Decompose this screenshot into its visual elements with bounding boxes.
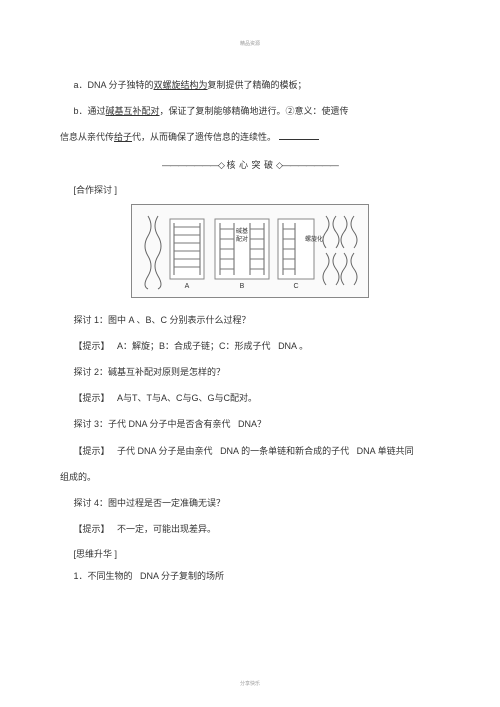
discuss-3-text: 探讨 3：子代 DNA 分子中是否含有亲代 [74,419,231,429]
hint-3-text: 子代 DNA 分子是由亲代 [117,446,213,456]
para-b-u1: 碱基互补配对 [106,106,160,116]
para-b-prefix: b．通过 [74,106,106,116]
diagram-label-c: C [293,283,298,290]
discuss-3-suffix: DNA？ [238,419,266,429]
paragraph-a: a．DNA 分子独特的双螺旋结构为复制提供了精确的模板； [60,77,440,93]
point-1-prefix: 1．不同生物的 [74,571,133,581]
header-mark: 精品资源 [60,40,440,47]
section-title: ———————◇ 核 心 突 破 ◇——————— [60,158,440,171]
discuss-2: 探讨 2：碱基互补配对原则是怎样的？ [60,364,440,380]
diamond-left: ———————◇ [162,160,224,170]
coop-label: [合作探讨 ] [60,183,440,196]
blank-line [279,139,319,140]
point-1-mid: DNA 分子复制的场所 [140,571,224,581]
diagram-label-pair: 碱基 [236,227,248,235]
dna-diagram-svg: A 碱基 配对 [140,211,360,291]
hint-1-suffix: DNA 。 [278,341,308,351]
hint-3-prefix: 【提示】 [74,446,110,456]
hint-4-prefix: 【提示】 [74,524,110,534]
hint-2-prefix: 【提示】 [74,393,110,403]
hint-1: 【提示】 A：解旋；B：合成子链；C：形成子代 DNA 。 [60,338,440,354]
para-a-underline: 双螺旋结构为 [154,80,208,90]
para-a-prefix: a．DNA 分子独特的 [74,80,154,90]
discuss-1: 探讨 1：图中 A 、B、C 分别表示什么过程？ [60,312,440,328]
para-a-suffix: 复制提供了精确的模板； [208,80,307,90]
think-label: [思维升华 ] [60,547,440,560]
hint-2-text: A与T、T与A、C与G、G与C配对。 [117,393,257,403]
point-1: 1．不同生物的 DNA 分子复制的场所 [60,568,440,584]
hint-4: 【提示】 不一定，可能出现差异。 [60,521,440,537]
hint-4-text: 不一定，可能出现差异。 [117,524,216,534]
diagram-label-a: A [185,283,190,290]
diagram-label-b: B [240,283,245,290]
para-b2-suffix: 代，从而确保了遗传信息的连续性。 [132,132,276,142]
para-b2-u: 给子 [114,132,132,142]
hint-3-suffix: DNA 单链共同 [357,446,414,456]
para-b-mid: ，保证了复制能够精确地进行。②意义：使遗传 [160,106,349,116]
paragraph-b2: 信息从亲代传给子代，从而确保了遗传信息的连续性。 [60,129,440,145]
discuss-4: 探讨 4：图中过程是否一定准确无误？ [60,495,440,511]
diamond-right: ◇——————— [276,160,338,170]
footer-mark: 分享快乐 [0,680,500,687]
hint-3-mid: DNA 的一条单链和新合成的子代 [220,446,349,456]
hint-3-line2: 组成的。 [60,469,440,485]
dna-diagram: A 碱基 配对 [131,204,369,298]
svg-text:配对: 配对 [236,235,248,243]
paragraph-b1: b．通过碱基互补配对，保证了复制能够精确地进行。②意义：使遗传 [60,103,440,119]
para-b2-prefix: 信息从亲代传 [60,132,114,142]
hint-1-prefix: 【提示】 [74,341,110,351]
hint-1-text: A：解旋；B：合成子链；C：形成子代 [117,341,271,351]
hint-2: 【提示】 A与T、T与A、C与G、G与C配对。 [60,390,440,406]
diagram-wrapper: A 碱基 配对 [60,204,440,300]
discuss-3: 探讨 3：子代 DNA 分子中是否含有亲代 DNA？ [60,416,440,432]
diagram-label-helix: 螺旋化 [305,235,323,243]
section-title-text: 核 心 突 破 [226,160,273,170]
hint-3: 【提示】 子代 DNA 分子是由亲代 DNA 的一条单链和新合成的子代 DNA … [60,443,440,459]
